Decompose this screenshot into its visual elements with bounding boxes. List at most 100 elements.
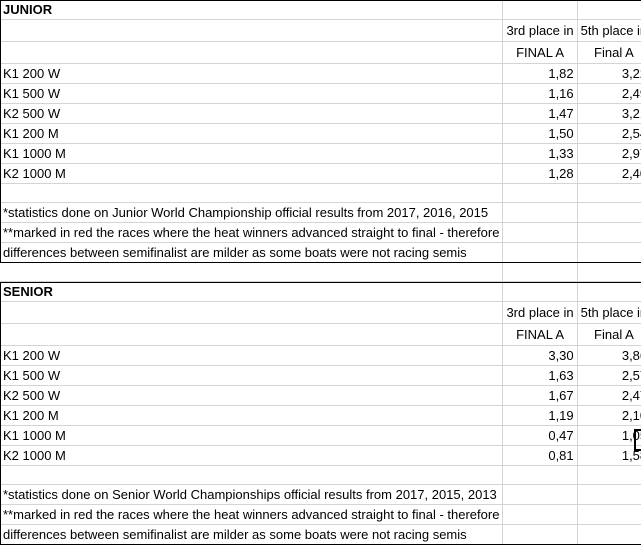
empty-cell[interactable] — [577, 222, 641, 243]
column-header[interactable]: 3rd place in — [502, 19, 578, 42]
value-cell[interactable]: 3,22 — [577, 63, 641, 84]
footnote-text[interactable]: **marked in red the races where the heat… — [0, 222, 504, 243]
fill-handle-marker[interactable] — [634, 429, 641, 451]
empty-cell[interactable] — [577, 0, 641, 20]
column-header[interactable]: FINAL A — [502, 323, 578, 346]
table-row: K1 500 W1,162,493,375,037,51 — [0, 83, 641, 104]
value-cell[interactable]: 3,21 — [577, 103, 641, 124]
section-title-row: SENIOR — [0, 281, 641, 302]
row-label[interactable]: K2 500 W — [0, 385, 504, 406]
empty-cell[interactable] — [502, 484, 578, 505]
empty-cell[interactable] — [577, 262, 641, 282]
spacer-row — [0, 262, 641, 282]
value-cell[interactable]: 1,05 — [577, 425, 641, 446]
value-cell[interactable]: 1,16 — [502, 83, 578, 104]
column-header[interactable]: 5th place in — [577, 19, 641, 42]
value-cell[interactable]: 1,47 — [502, 103, 578, 124]
empty-cell[interactable] — [502, 183, 578, 203]
value-cell[interactable]: 2,49 — [577, 83, 641, 104]
column-header[interactable]: 5th place in — [577, 301, 641, 324]
note-row: differences between semifinalist are mil… — [0, 242, 641, 263]
empty-cell[interactable] — [577, 504, 641, 525]
value-cell[interactable]: 3,86 — [577, 345, 641, 366]
row-label[interactable]: K1 200 M — [0, 123, 504, 144]
empty-cell[interactable] — [577, 183, 641, 203]
row-label[interactable]: K1 500 W — [0, 83, 504, 104]
value-cell[interactable]: 2,54 — [577, 123, 641, 144]
value-cell[interactable]: 1,63 — [502, 365, 578, 386]
empty-cell[interactable] — [577, 524, 641, 545]
value-cell[interactable]: 1,33 — [502, 143, 578, 164]
value-cell[interactable]: 2,10 — [577, 405, 641, 426]
section-title[interactable]: SENIOR — [0, 281, 504, 302]
footnote-text[interactable]: differences between semifinalist are mil… — [0, 242, 504, 263]
empty-cell[interactable] — [0, 19, 504, 42]
note-row: *statistics done on Junior World Champio… — [0, 202, 641, 223]
empty-cell[interactable] — [502, 524, 578, 545]
empty-cell[interactable] — [502, 222, 578, 243]
section-title[interactable]: JUNIOR — [0, 0, 504, 20]
row-label[interactable]: K1 200 M — [0, 405, 504, 426]
empty-cell[interactable] — [502, 242, 578, 263]
row-label[interactable]: K2 1000 M — [0, 163, 504, 184]
row-label[interactable]: K2 1000 M — [0, 445, 504, 466]
value-cell[interactable]: 1,19 — [502, 405, 578, 426]
footnote-text[interactable]: differences between semifinalist are mil… — [0, 524, 504, 545]
empty-cell[interactable] — [577, 465, 641, 485]
value-cell[interactable]: 1,28 — [502, 163, 578, 184]
footnote-text[interactable]: *statistics done on Senior World Champio… — [0, 484, 504, 505]
value-cell[interactable]: 3,30 — [502, 345, 578, 366]
empty-cell[interactable] — [577, 281, 641, 302]
value-cell[interactable]: 2,57 — [577, 365, 641, 386]
empty-cell[interactable] — [502, 202, 578, 223]
footnote-text[interactable]: *statistics done on Junior World Champio… — [0, 202, 504, 223]
table-row: K1 200 W1,823,224,285,596,78 — [0, 63, 641, 84]
row-label[interactable]: K1 500 W — [0, 365, 504, 386]
row-label[interactable]: K2 500 W — [0, 103, 504, 124]
section-title-row: JUNIOR — [0, 0, 641, 20]
blank-row — [0, 465, 641, 485]
empty-cell[interactable] — [502, 465, 578, 485]
empty-cell[interactable] — [0, 323, 504, 346]
value-cell[interactable]: 1,50 — [502, 123, 578, 144]
table-row: K1 200 W3,303,863,064,525,69 — [0, 345, 641, 366]
value-cell[interactable]: 0,47 — [502, 425, 578, 446]
table-row: K1 200 M1,502,543,725,287,11 — [0, 123, 641, 144]
empty-cell[interactable] — [577, 484, 641, 505]
value-cell[interactable]: 1,58 — [577, 445, 641, 466]
empty-cell[interactable] — [502, 262, 578, 282]
value-cell[interactable]: 2,47 — [577, 385, 641, 406]
value-cell[interactable]: 2,40 — [577, 163, 641, 184]
row-label[interactable]: K1 200 W — [0, 63, 504, 84]
footnote-text[interactable]: **marked in red the races where the heat… — [0, 504, 504, 525]
value-cell[interactable]: 2,97 — [577, 143, 641, 164]
value-cell[interactable]: 1,67 — [502, 385, 578, 406]
empty-cell[interactable] — [0, 262, 504, 282]
empty-cell[interactable] — [0, 301, 504, 324]
table-row: K2 1000 M0,811,581,822,924,37 — [0, 445, 641, 466]
row-label[interactable]: K1 1000 M — [0, 143, 504, 164]
empty-cell[interactable] — [0, 465, 504, 485]
value-cell[interactable]: 1,82 — [502, 63, 578, 84]
note-row: differences between semifinalist are mil… — [0, 524, 641, 545]
column-header[interactable]: Final A — [577, 323, 641, 346]
empty-cell[interactable] — [502, 0, 578, 20]
column-header[interactable]: 3rd place in — [502, 301, 578, 324]
empty-cell[interactable] — [577, 202, 641, 223]
row-label[interactable]: K1 1000 M — [0, 425, 504, 446]
empty-cell[interactable] — [0, 41, 504, 64]
row-label[interactable]: K1 200 W — [0, 345, 504, 366]
column-header[interactable]: FINAL A — [502, 41, 578, 64]
value-cell[interactable]: 0,81 — [502, 445, 578, 466]
empty-cell[interactable] — [577, 242, 641, 263]
empty-cell[interactable] — [0, 183, 504, 203]
empty-cell[interactable] — [502, 281, 578, 302]
empty-cell[interactable] — [502, 504, 578, 525]
column-header[interactable]: Final A — [577, 41, 641, 64]
table-row: K2 1000 M1,282,402,594,796,40 — [0, 163, 641, 184]
